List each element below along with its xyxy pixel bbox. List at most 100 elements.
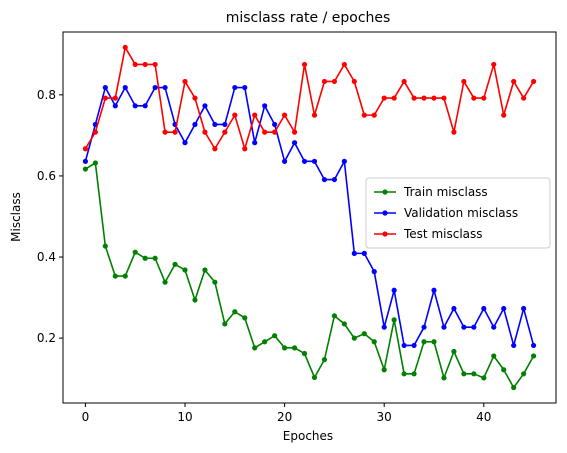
data-point: [401, 342, 407, 349]
data-point: [252, 140, 258, 146]
data-point: [132, 249, 138, 255]
data-point: [530, 353, 537, 359]
data-point: [291, 140, 298, 146]
data-point: [112, 103, 118, 109]
data-point: [291, 129, 298, 135]
data-point: [351, 335, 357, 341]
data-point: [242, 315, 248, 321]
data-point: [341, 158, 347, 164]
data-point: [102, 243, 108, 249]
data-point: [242, 146, 248, 152]
data-point: [411, 95, 417, 101]
data-point: [272, 129, 278, 135]
data-point: [232, 309, 238, 315]
data-point: [521, 371, 527, 377]
data-point: [102, 84, 108, 91]
data-point: [431, 95, 437, 101]
data-point: [341, 61, 347, 68]
data-point: [411, 371, 417, 377]
data-point: [132, 61, 138, 68]
data-point: [371, 269, 377, 275]
data-point: [371, 339, 377, 345]
data-point: [481, 305, 487, 312]
data-point: [102, 95, 108, 101]
legend-marker: [382, 189, 388, 195]
data-point: [82, 158, 89, 164]
data-point: [401, 78, 407, 85]
data-point: [301, 61, 308, 68]
data-point: [321, 357, 328, 363]
data-point: [491, 61, 497, 68]
data-point: [222, 321, 228, 327]
data-point: [341, 321, 347, 327]
data-point: [112, 95, 118, 101]
data-point: [391, 95, 397, 101]
data-point: [391, 317, 397, 323]
x-tick-label: 10: [177, 410, 192, 424]
data-point: [431, 339, 437, 345]
data-point: [511, 78, 517, 85]
legend: Train misclass Validation misclass Test mi…: [365, 177, 551, 249]
data-point: [441, 375, 447, 381]
data-point: [361, 112, 367, 118]
data-point: [491, 353, 497, 359]
data-point: [152, 84, 158, 91]
data-point: [222, 121, 228, 128]
data-point: [272, 121, 278, 128]
data-point: [471, 95, 477, 101]
data-point: [501, 305, 507, 312]
legend-label: Validation misclass: [404, 206, 518, 220]
data-point: [431, 287, 437, 293]
data-point: [132, 103, 138, 109]
data-point: [142, 103, 148, 109]
data-point: [252, 345, 258, 351]
legend-marker: [382, 231, 388, 237]
data-point: [142, 61, 148, 68]
y-tick-label: 0.2: [37, 331, 56, 345]
data-point: [451, 348, 457, 355]
x-tick-label: 40: [476, 410, 491, 424]
data-point: [262, 339, 268, 345]
data-point: [92, 129, 98, 135]
data-point: [381, 367, 387, 373]
data-point: [122, 273, 128, 279]
data-point: [481, 95, 487, 101]
data-point: [461, 78, 467, 85]
data-point: [162, 84, 168, 91]
data-point: [142, 255, 148, 261]
data-point: [282, 158, 288, 164]
data-point: [272, 333, 278, 339]
series-line-2: [84, 46, 535, 150]
data-point: [311, 158, 318, 164]
data-point: [152, 255, 158, 261]
series-line-1: [84, 86, 535, 347]
data-point: [361, 250, 367, 256]
data-point: [182, 267, 188, 273]
data-point: [381, 95, 387, 101]
data-point: [511, 342, 517, 349]
data-point: [282, 112, 288, 118]
data-point: [242, 84, 248, 91]
data-point: [262, 103, 268, 109]
data-point: [222, 129, 228, 135]
data-point: [441, 95, 447, 101]
y-tick-label: 0.6: [37, 169, 56, 183]
chart-title: misclass rate / epoches: [226, 10, 391, 26]
data-point: [202, 129, 208, 135]
legend-marker: [382, 210, 388, 216]
data-point: [471, 324, 477, 330]
data-point: [301, 350, 308, 357]
data-point: [391, 287, 397, 293]
data-point: [351, 78, 357, 85]
y-axis-label: Misclass: [9, 192, 23, 242]
data-point: [461, 371, 467, 377]
data-point: [82, 166, 89, 172]
data-point: [351, 250, 357, 256]
data-point: [501, 112, 507, 118]
data-point: [182, 78, 188, 85]
data-point: [361, 331, 367, 337]
data-point: [511, 384, 517, 391]
data-point: [311, 374, 318, 381]
